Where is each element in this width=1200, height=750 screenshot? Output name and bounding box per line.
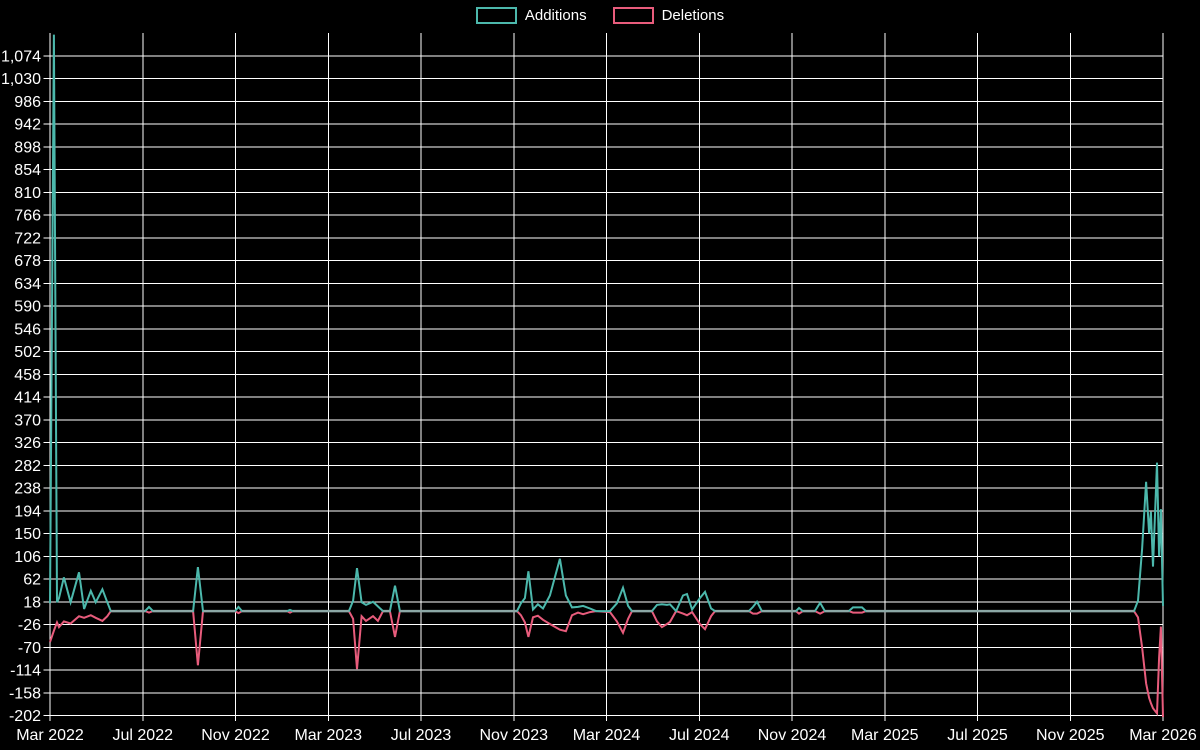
svg-text:634: 634 <box>14 276 41 293</box>
svg-text:Jul 2022: Jul 2022 <box>113 727 174 744</box>
svg-text:Nov 2022: Nov 2022 <box>201 727 270 744</box>
deletions-swatch <box>612 7 654 24</box>
svg-text:546: 546 <box>14 321 41 338</box>
svg-text:106: 106 <box>14 549 41 566</box>
svg-text:-158: -158 <box>9 685 41 702</box>
svg-text:Mar 2026: Mar 2026 <box>1129 727 1197 744</box>
svg-text:942: 942 <box>14 117 41 134</box>
svg-text:1,030: 1,030 <box>1 71 41 88</box>
svg-text:Mar 2023: Mar 2023 <box>294 727 362 744</box>
additions-swatch <box>475 7 517 24</box>
svg-text:Jul 2025: Jul 2025 <box>947 727 1008 744</box>
deletions-legend-label: Deletions <box>661 7 725 24</box>
svg-text:-26: -26 <box>18 617 41 634</box>
svg-text:18: 18 <box>23 594 41 611</box>
svg-text:502: 502 <box>14 344 41 361</box>
svg-text:458: 458 <box>14 367 41 384</box>
y-axis-labels: 1,074 1,030 986 942 898 854 810 766 722 678 634 590… <box>1 48 41 725</box>
svg-text:238: 238 <box>14 481 41 498</box>
svg-text:-70: -70 <box>18 640 41 657</box>
svg-text:Nov 2023: Nov 2023 <box>480 727 549 744</box>
svg-text:-202: -202 <box>9 708 41 725</box>
svg-text:62: 62 <box>23 572 41 589</box>
svg-text:Mar 2025: Mar 2025 <box>851 727 919 744</box>
svg-text:Mar 2024: Mar 2024 <box>573 727 641 744</box>
svg-text:722: 722 <box>14 230 41 247</box>
svg-text:810: 810 <box>14 185 41 202</box>
svg-text:898: 898 <box>14 139 41 156</box>
svg-text:1,074: 1,074 <box>1 48 41 65</box>
svg-text:678: 678 <box>14 253 41 270</box>
legend-item-deletions[interactable]: Deletions <box>612 7 725 24</box>
svg-text:Nov 2025: Nov 2025 <box>1036 727 1105 744</box>
gridlines <box>43 33 1164 721</box>
legend-item-additions[interactable]: Additions <box>475 7 587 24</box>
svg-text:194: 194 <box>14 503 41 520</box>
svg-text:150: 150 <box>14 526 41 543</box>
svg-text:370: 370 <box>14 412 41 429</box>
svg-text:986: 986 <box>14 94 41 111</box>
chart-legend: Additions Deletions <box>0 7 1200 24</box>
svg-text:Jul 2024: Jul 2024 <box>669 727 730 744</box>
svg-text:766: 766 <box>14 208 41 225</box>
svg-text:-114: -114 <box>10 663 41 680</box>
svg-text:854: 854 <box>14 162 41 179</box>
svg-text:326: 326 <box>14 435 41 452</box>
svg-text:Mar 2022: Mar 2022 <box>16 727 84 744</box>
svg-text:414: 414 <box>14 390 41 407</box>
svg-text:Jul 2023: Jul 2023 <box>391 727 452 744</box>
svg-text:590: 590 <box>14 299 41 316</box>
x-axis-labels: Mar 2022 Jul 2022 Nov 2022 Mar 2023 Jul 2023… <box>16 727 1197 744</box>
additions-legend-label: Additions <box>524 7 587 24</box>
svg-text:282: 282 <box>14 458 41 475</box>
svg-text:Nov 2024: Nov 2024 <box>758 727 827 744</box>
